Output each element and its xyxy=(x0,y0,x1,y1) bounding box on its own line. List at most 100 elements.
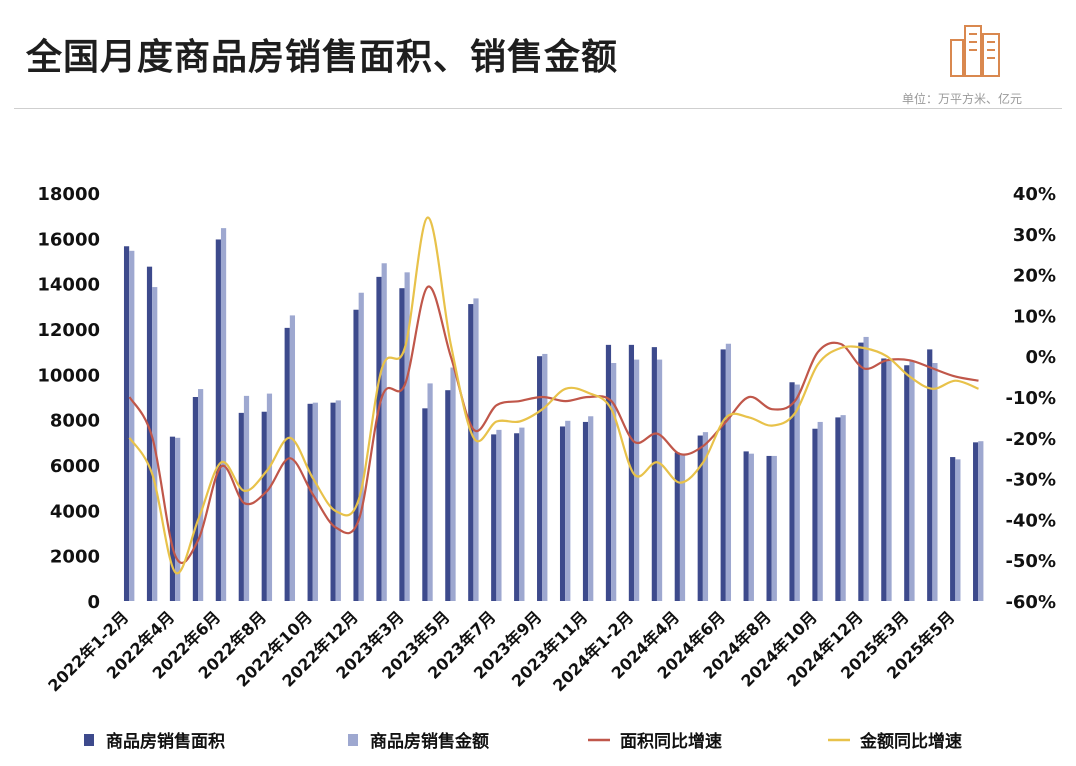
amount-bar xyxy=(266,393,273,601)
area-bar xyxy=(605,344,612,601)
amount-bar xyxy=(198,389,204,601)
y-right-tick-label: -10% xyxy=(1005,388,1056,409)
area-bar xyxy=(628,344,635,601)
amount-growth-line xyxy=(128,216,979,575)
area-bar xyxy=(674,452,680,601)
amount-bar xyxy=(427,383,433,601)
amount-bar xyxy=(840,415,846,601)
y-left-tick-label: 6000 xyxy=(50,456,100,477)
area-bar xyxy=(697,435,703,601)
amount-bar xyxy=(817,421,823,601)
amount-bar xyxy=(679,453,686,601)
legend-swatch xyxy=(348,734,358,746)
amount-bar xyxy=(129,250,135,602)
area-bar xyxy=(123,246,130,601)
area-bar xyxy=(376,276,382,601)
amount-bar xyxy=(243,395,250,601)
y-right-tick-label: -40% xyxy=(1005,510,1056,531)
amount-bar xyxy=(748,453,754,601)
area-bar xyxy=(812,428,818,601)
y-left-tick-label: 10000 xyxy=(37,365,100,386)
y-left-tick-label: 0 xyxy=(87,592,100,613)
legend-label: 面积同比增速 xyxy=(620,731,722,752)
amount-bar xyxy=(588,416,594,601)
area-bar xyxy=(261,411,267,601)
y-left-tick-label: 18000 xyxy=(37,184,100,205)
page-title: 全国月度商品房销售面积、销售金额 xyxy=(26,37,619,78)
lines-group xyxy=(128,216,979,575)
amount-bar xyxy=(220,228,227,601)
y-right-tick-label: -30% xyxy=(1005,470,1056,491)
y-left-tick-label: 16000 xyxy=(37,229,100,250)
area-bar xyxy=(973,442,979,601)
amount-bar xyxy=(611,363,617,601)
y-right-tick-label: -50% xyxy=(1005,551,1056,572)
amount-bar xyxy=(771,455,777,601)
amount-bar xyxy=(175,437,181,601)
area-bar xyxy=(238,412,244,601)
left-axis: 0 2000 4000 6000 8000 10000 12000 14000 16000 180… xyxy=(37,184,100,613)
area-bar xyxy=(789,382,795,601)
legend: 商品房销售面积 商品房销售金额 面积同比增速 金额同比增速 xyxy=(84,731,962,752)
amount-bar xyxy=(794,384,800,601)
area-bar xyxy=(169,436,176,601)
area-bar xyxy=(445,390,451,601)
legend-label: 商品房销售面积 xyxy=(106,731,225,752)
buildings-icon xyxy=(950,25,1000,77)
y-right-tick-label: 40% xyxy=(1013,184,1056,205)
area-bar xyxy=(146,266,153,601)
area-bar xyxy=(422,408,428,601)
amount-bar xyxy=(450,367,456,601)
area-bar xyxy=(330,402,336,601)
area-bar xyxy=(399,288,405,601)
y-left-tick-label: 12000 xyxy=(37,320,100,341)
area-bar xyxy=(215,239,221,601)
amount-bar xyxy=(978,441,984,601)
y-right-tick-label: 20% xyxy=(1013,266,1056,287)
amount-bar xyxy=(656,359,663,601)
area-bar xyxy=(881,358,887,601)
header-divider xyxy=(14,108,1062,109)
area-bar xyxy=(537,356,543,601)
area-growth-line xyxy=(128,285,979,564)
area-bar xyxy=(858,342,864,601)
area-bar xyxy=(284,327,290,601)
y-right-tick-label: -20% xyxy=(1005,429,1056,450)
area-bar xyxy=(950,457,956,601)
area-bar xyxy=(582,421,589,601)
amount-bar xyxy=(863,336,869,601)
area-bar xyxy=(835,417,841,601)
legend-swatch xyxy=(84,734,94,746)
amount-bar xyxy=(519,427,525,601)
amount-bar xyxy=(886,359,892,601)
amount-bar xyxy=(634,359,640,601)
x-tick-label: 2022年1-2月 xyxy=(44,607,132,695)
area-bar xyxy=(766,455,772,601)
bars-group xyxy=(123,228,984,602)
area-bar xyxy=(307,403,313,601)
right-axis: -60% -50% -40% -30% -20% -10% 0% 10% 20% 30% 40% xyxy=(1005,184,1056,613)
amount-bar xyxy=(565,420,571,601)
y-left-tick-label: 8000 xyxy=(50,411,100,432)
y-right-tick-label: 10% xyxy=(1013,306,1056,327)
area-bar xyxy=(353,309,359,601)
amount-bar xyxy=(702,432,709,601)
area-bar xyxy=(514,433,520,601)
amount-bar xyxy=(473,298,479,601)
legend-label: 金额同比增速 xyxy=(859,731,962,752)
amount-bar xyxy=(404,272,410,601)
amount-bar xyxy=(358,292,364,601)
y-left-tick-label: 4000 xyxy=(50,501,100,522)
amount-bar xyxy=(955,459,961,601)
area-bar xyxy=(927,349,933,601)
y-right-tick-label: 0% xyxy=(1025,347,1056,368)
y-right-tick-label: -60% xyxy=(1005,592,1056,613)
area-bar xyxy=(192,397,199,601)
y-left-tick-label: 14000 xyxy=(37,275,100,296)
amount-bar xyxy=(335,400,341,601)
area-bar xyxy=(904,365,910,601)
amount-bar xyxy=(932,363,938,601)
y-right-tick-label: 30% xyxy=(1013,225,1056,246)
area-bar xyxy=(651,347,657,601)
